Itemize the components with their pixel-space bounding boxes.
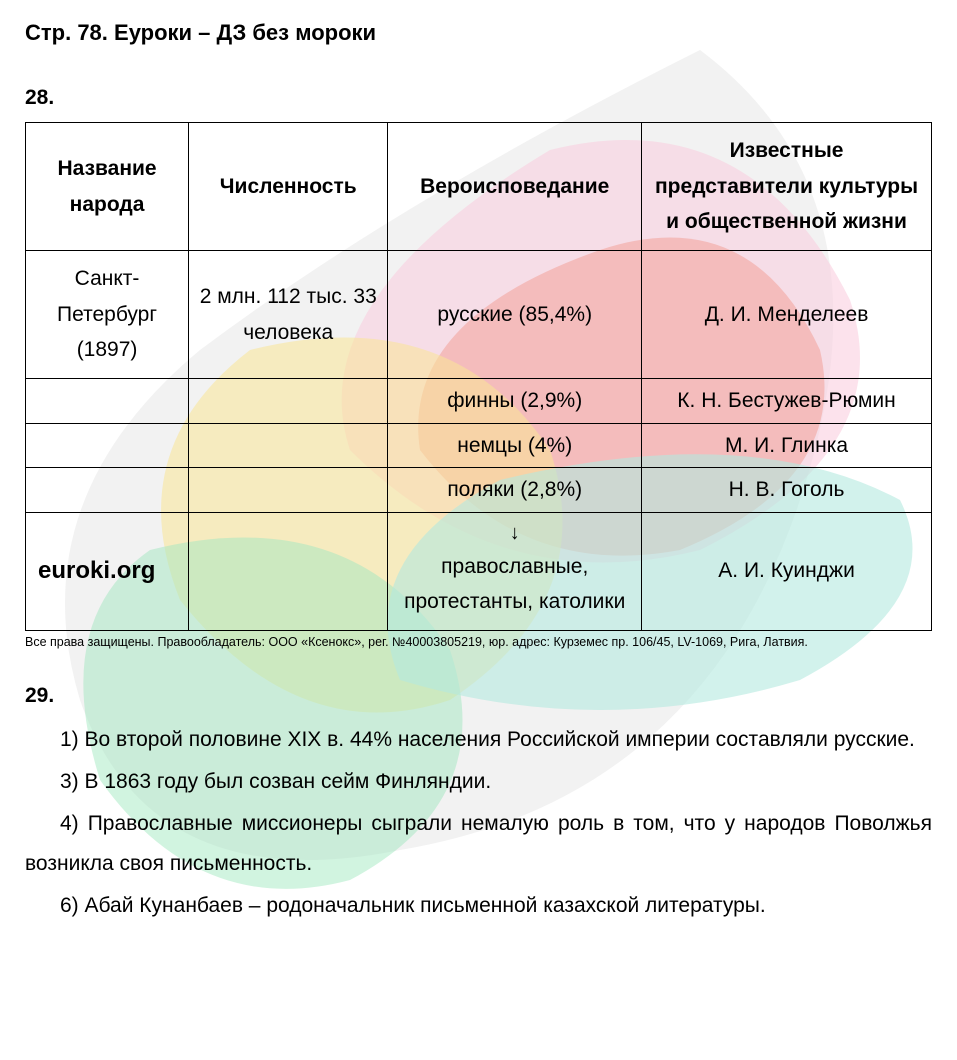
cell-population	[189, 423, 388, 468]
header-name: Название народа	[26, 123, 189, 251]
cell-religion: ↓ православные, протестанты, католики	[388, 512, 642, 630]
peoples-table: Название народа Численность Вероисповеда…	[25, 122, 932, 631]
section-29-number: 29.	[25, 684, 932, 708]
cell-religion: немцы (4%)	[388, 423, 642, 468]
cell-religion: поляки (2,8%)	[388, 468, 642, 513]
page-title: Стр. 78. Еуроки – ДЗ без мороки	[25, 20, 932, 46]
header-representatives: Известные представители культуры и общес…	[642, 123, 932, 251]
cell-representative: К. Н. Бестужев-Рюмин	[642, 379, 932, 424]
brand-cell: euroki.org	[26, 512, 189, 630]
cell-representative: М. И. Глинка	[642, 423, 932, 468]
header-religion: Вероисповедание	[388, 123, 642, 251]
paragraph: 3) В 1863 году был созван сейм Финляндии…	[25, 762, 932, 802]
cell-religion: финны (2,9%)	[388, 379, 642, 424]
cell-representative: Н. В. Гоголь	[642, 468, 932, 513]
cell-name	[26, 423, 189, 468]
cell-population	[189, 512, 388, 630]
copyright-text: Все права защищены. Правообладатель: ООО…	[25, 635, 932, 649]
header-population: Численность	[189, 123, 388, 251]
cell-population	[189, 468, 388, 513]
paragraph: 6) Абай Кунанбаев – родоначальник письме…	[25, 886, 932, 926]
cell-name	[26, 468, 189, 513]
religion-text: православные, протестанты, католики	[404, 555, 625, 614]
table-row: euroki.org ↓ православные, протестанты, …	[26, 512, 932, 630]
table-row: немцы (4%) М. И. Глинка	[26, 423, 932, 468]
cell-representative: Д. И. Менделеев	[642, 251, 932, 379]
table-row: финны (2,9%) К. Н. Бестужев-Рюмин	[26, 379, 932, 424]
cell-name	[26, 379, 189, 424]
cell-representative: А. И. Куинджи	[642, 512, 932, 630]
table-header-row: Название народа Численность Вероисповеда…	[26, 123, 932, 251]
arrow-down-icon: ↓	[396, 523, 633, 543]
paragraph: 4) Православные миссионеры сыграли немал…	[25, 804, 932, 884]
table-row: поляки (2,8%) Н. В. Гоголь	[26, 468, 932, 513]
cell-population: 2 млн. 112 тыс. 33 человека	[189, 251, 388, 379]
table-row: Санкт-Петербург (1897) 2 млн. 112 тыс. 3…	[26, 251, 932, 379]
cell-name: Санкт-Петербург (1897)	[26, 251, 189, 379]
cell-population	[189, 379, 388, 424]
section-28-number: 28.	[25, 86, 932, 110]
paragraph: 1) Во второй половине XIX в. 44% населен…	[25, 720, 932, 760]
cell-religion: русские (85,4%)	[388, 251, 642, 379]
